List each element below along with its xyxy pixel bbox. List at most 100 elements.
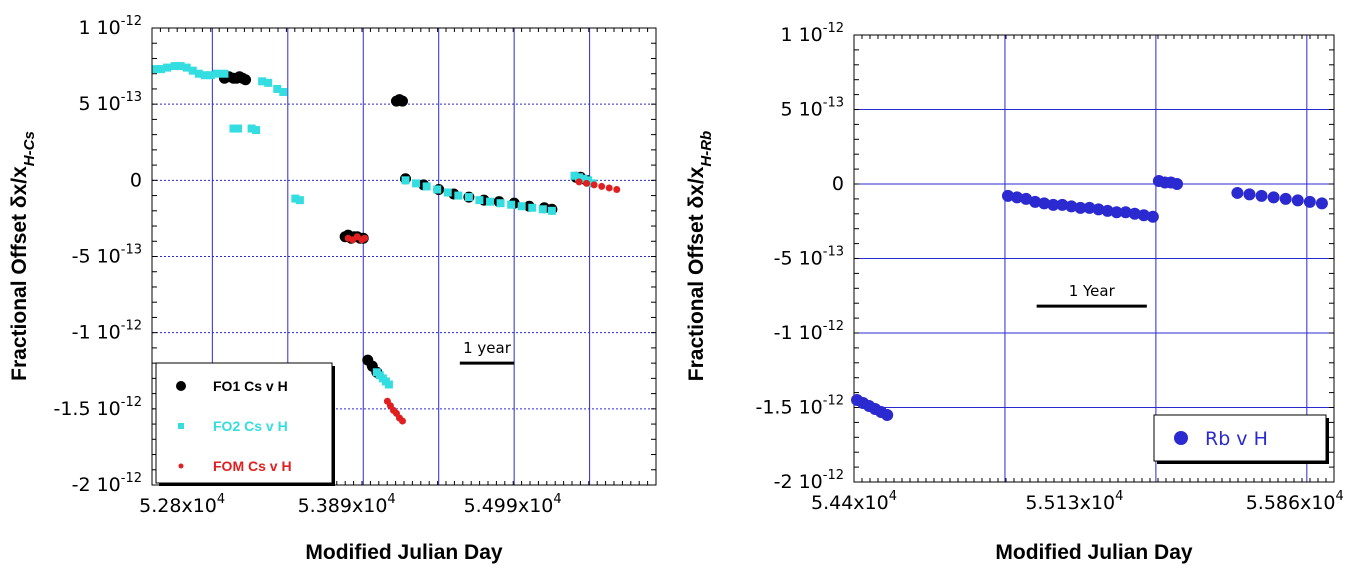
data-point xyxy=(570,171,579,180)
legend-label: FOM Cs v H xyxy=(213,458,292,474)
data-point xyxy=(1092,203,1105,216)
data-point xyxy=(163,63,172,72)
data-point xyxy=(1315,197,1328,210)
x-tick-text: 5.389x10 xyxy=(298,495,388,517)
y-tick-text: 5 10 xyxy=(78,93,120,115)
series-fo2-cs-v-h xyxy=(152,62,597,389)
y-tick-exponent: -12 xyxy=(823,319,844,334)
data-point xyxy=(200,71,209,80)
y-tick-label: -1.5 10-12 xyxy=(53,395,142,420)
data-point xyxy=(528,203,537,212)
data-point xyxy=(613,185,621,193)
data-point xyxy=(206,71,215,80)
data-point xyxy=(157,65,166,74)
year-scale-label: 1 year xyxy=(463,339,512,357)
y-tick-exponent: -13 xyxy=(823,96,844,111)
y-tick-exponent: -13 xyxy=(121,90,142,105)
y-axis-title-sub: H-Cs xyxy=(21,131,38,166)
data-point xyxy=(1255,189,1268,202)
y-tick-label: 1 10-12 xyxy=(780,21,844,46)
data-point xyxy=(1083,201,1096,214)
data-point xyxy=(1001,189,1014,202)
data-point xyxy=(152,65,161,74)
y-tick-text: -5 10 xyxy=(72,246,121,268)
x-tick-exponent: 4 xyxy=(553,492,561,507)
data-point xyxy=(1243,188,1256,201)
legend-marker xyxy=(178,463,184,469)
y-axis-title: Fractional Offset δx/xH-Cs xyxy=(8,131,38,381)
data-point xyxy=(443,188,452,197)
y-tick-text: -2 10 xyxy=(72,474,121,496)
y-tick-text: -5 10 xyxy=(774,248,823,270)
x-tick-exponent: 4 xyxy=(387,492,395,507)
data-point xyxy=(517,202,526,211)
data-point xyxy=(538,205,547,214)
y-tick-label: 0 xyxy=(130,169,142,191)
data-point xyxy=(575,178,583,186)
data-point xyxy=(575,173,584,182)
data-point xyxy=(881,408,894,421)
x-tick-exponent: 4 xyxy=(1115,489,1123,504)
data-point xyxy=(240,74,252,86)
y-tick-text: -1 10 xyxy=(774,322,823,344)
y-tick-exponent: -12 xyxy=(121,471,142,486)
x-axis-title: Modified Julian Day xyxy=(995,541,1193,564)
y-axis-title-main: Fractional Offset δx/x xyxy=(685,166,708,381)
x-tick-text: 5.44x10 xyxy=(811,492,889,514)
x-tick-label: 5.586x104 xyxy=(1246,489,1344,514)
data-point xyxy=(598,182,606,190)
y-tick-text: 0 xyxy=(832,173,844,195)
data-point xyxy=(229,124,238,133)
data-point xyxy=(1047,198,1060,211)
legend-marker xyxy=(1174,431,1188,445)
y-tick-text: 1 10 xyxy=(78,17,120,39)
x-tick-exponent: 4 xyxy=(889,489,897,504)
y-axis-title-sub: H-Rb xyxy=(698,131,715,167)
x-tick-exponent: 4 xyxy=(217,492,225,507)
data-point xyxy=(547,206,556,215)
y-tick-text: -1 10 xyxy=(72,322,121,344)
y-tick-label: -2 10-12 xyxy=(774,468,844,493)
y-tick-text: 1 10 xyxy=(780,24,822,46)
series-fom-cs-v-h xyxy=(344,178,621,425)
x-tick-label: 5.513x104 xyxy=(1025,489,1123,514)
data-point xyxy=(234,124,243,133)
data-point xyxy=(194,69,203,78)
y-tick-label: 5 10-13 xyxy=(780,96,844,121)
data-point xyxy=(1074,201,1087,214)
data-point xyxy=(212,69,221,78)
data-point xyxy=(396,95,408,107)
data-point xyxy=(422,182,431,191)
data-point xyxy=(1171,178,1184,190)
data-point xyxy=(583,179,591,187)
data-point xyxy=(258,77,267,86)
y-axis-title: Fractional Offset δx/xH-Rb xyxy=(685,131,715,381)
y-tick-exponent: -12 xyxy=(121,319,142,334)
data-point xyxy=(1038,197,1051,210)
y-tick-exponent: -13 xyxy=(121,243,142,258)
data-point xyxy=(464,193,473,202)
y-tick-label: -2 10-12 xyxy=(72,471,142,496)
data-point xyxy=(475,196,484,205)
legend-label: FO1 Cs v H xyxy=(213,378,288,394)
data-point xyxy=(605,184,613,192)
data-point xyxy=(454,191,463,200)
data-point xyxy=(1029,195,1042,208)
y-tick-exponent: -12 xyxy=(121,14,142,29)
x-tick-text: 5.28x10 xyxy=(139,495,217,517)
data-point xyxy=(252,126,261,135)
data-point xyxy=(398,417,406,425)
data-point xyxy=(264,78,273,87)
legend-label: Rb v H xyxy=(1205,428,1268,450)
legend-label: FO2 Cs v H xyxy=(213,418,288,434)
y-tick-label: -5 10-13 xyxy=(72,243,142,268)
data-point xyxy=(1056,198,1069,211)
y-tick-label: -1 10-12 xyxy=(72,319,142,344)
data-point xyxy=(273,84,282,93)
y-tick-exponent: -12 xyxy=(823,21,844,36)
data-point xyxy=(1119,206,1132,219)
y-tick-text: 0 xyxy=(130,169,142,191)
x-tick-label: 5.44x104 xyxy=(811,489,897,514)
data-point xyxy=(507,200,516,209)
data-point xyxy=(1137,209,1150,222)
